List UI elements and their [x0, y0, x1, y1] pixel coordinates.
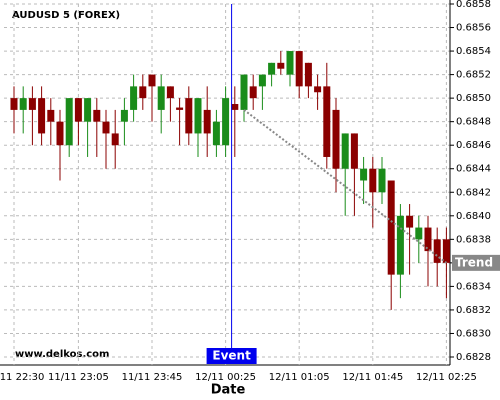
x-tick-label: 11/11 23:05 [48, 372, 109, 383]
event-tag [206, 348, 257, 364]
candle-body [102, 121, 110, 134]
x-tick-label: 12/11 01:05 [269, 372, 330, 383]
x-axis-title: Date [211, 383, 246, 398]
y-tick-label: 0.6858 [456, 0, 491, 10]
y-tick-label: 0.6846 [456, 140, 491, 151]
candle-body [277, 62, 285, 69]
candle-body [176, 107, 184, 110]
candle-body [240, 74, 248, 110]
candle-body [258, 74, 266, 87]
candle-body [433, 239, 441, 263]
trend-label: Trend [455, 255, 493, 269]
candle-body [341, 133, 349, 169]
y-tick-label: 0.6844 [456, 164, 491, 175]
candle-body [28, 98, 36, 110]
candle-body [74, 98, 82, 122]
candle-body [314, 86, 322, 93]
x-tick-label: 11/11 22:30 [0, 372, 44, 383]
candle-body [166, 86, 174, 99]
candle-body [19, 98, 27, 110]
candle-body [396, 215, 404, 275]
candle-body [442, 239, 450, 263]
candle-body [406, 215, 414, 228]
chart-title: AUDUSD 5 (FOREX) [12, 10, 120, 21]
candle-body [10, 98, 18, 110]
candle-body [130, 86, 138, 110]
y-tick-label: 0.6850 [456, 93, 491, 104]
y-tick-label: 0.6830 [456, 328, 491, 339]
candle-body [424, 227, 432, 252]
candle-body [323, 86, 331, 157]
candle-body [47, 109, 55, 122]
y-tick-label: 0.6832 [456, 305, 491, 316]
candle-body [111, 133, 119, 146]
watermark: www.delkos.com [15, 349, 109, 360]
candle-body [65, 98, 73, 146]
candle-body [378, 168, 386, 193]
x-tick-label: 12/11 01:45 [342, 372, 403, 383]
candle-body [249, 86, 257, 99]
candle-body [139, 86, 147, 99]
candle-body [194, 98, 202, 134]
y-tick-label: 0.6840 [456, 211, 491, 222]
y-tick-label: 0.6834 [456, 281, 491, 292]
candle-body [38, 98, 46, 134]
candle-body [157, 86, 165, 110]
candle-body [295, 51, 303, 87]
candle-body [304, 62, 312, 87]
candle-body [286, 51, 294, 75]
y-tick-label: 0.6842 [456, 187, 491, 198]
candle-body [203, 109, 211, 134]
candle-body [84, 98, 92, 122]
candle-body [212, 121, 220, 146]
x-tick-label: 12/11 00:25 [195, 372, 256, 383]
candle-body [56, 121, 64, 146]
y-tick-label: 0.6828 [456, 352, 491, 363]
candle-body [268, 62, 276, 75]
candle-body [231, 104, 239, 110]
candle-body [387, 180, 395, 275]
candle-body [360, 168, 368, 181]
candle-body [120, 109, 128, 122]
candle-body [93, 109, 101, 122]
candle-body [350, 133, 358, 169]
y-tick-label: 0.6856 [456, 23, 491, 34]
y-tick-label: 0.6838 [456, 234, 491, 245]
candle-body [185, 98, 193, 134]
y-tick-label: 0.6852 [456, 70, 491, 81]
candle-body [369, 168, 377, 193]
x-tick-label: 12/11 02:25 [416, 372, 477, 383]
candle-body [222, 98, 230, 146]
candle-body [148, 74, 156, 87]
trend-tag [452, 254, 500, 271]
y-tick-label: 0.6848 [456, 117, 491, 128]
event-label: Event [212, 349, 251, 363]
candle-body [415, 227, 423, 240]
x-tick-label: 11/11 23:45 [122, 372, 183, 383]
candle-body [332, 109, 340, 169]
y-tick-label: 0.6854 [456, 46, 491, 57]
